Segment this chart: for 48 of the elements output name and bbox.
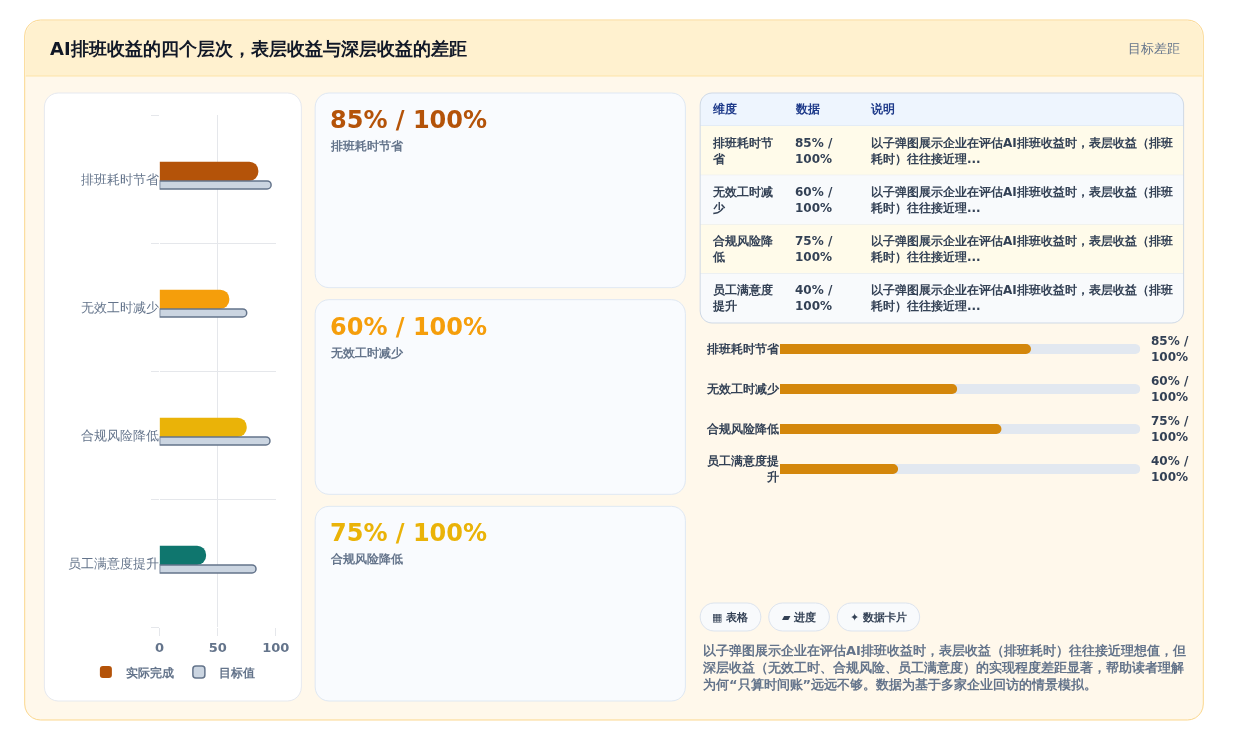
text: 以子弹图展示企业在评估AI排班收益时，表层收益（排班耗时）往往接近理... <box>871 234 1173 264</box>
text: 60% / 100% <box>795 185 833 215</box>
text: 75% / 100% <box>795 234 833 264</box>
data-label: 75% / 100% <box>1151 414 1189 444</box>
bar <box>159 180 272 190</box>
y-tick-label: 合规风险降低 <box>705 422 779 437</box>
bar <box>159 564 257 574</box>
category-label: ✦ 数据卡片 <box>850 611 908 624</box>
category-label: 维度 <box>712 102 737 116</box>
category-label: ▦ 表格 <box>712 611 750 624</box>
y-tick-label: 员工满意度提升 <box>67 555 159 571</box>
x-tick-label: 50 <box>208 639 227 655</box>
text: 以子弹图展示企业在评估AI排班收益时，表层收益（排班耗时）往往接近理... <box>871 283 1173 313</box>
x-tick-label: 0 <box>155 639 165 655</box>
bar <box>159 545 207 565</box>
bar <box>159 436 271 446</box>
text: 85% / 100% <box>330 106 488 134</box>
bar <box>159 161 259 181</box>
legend-label: 实际完成 <box>125 665 174 680</box>
bar <box>159 289 230 309</box>
data-label: 85% / 100% <box>1151 334 1189 364</box>
x-tick-label: 100 <box>262 639 290 655</box>
y-tick-label: 无效工时减少 <box>705 382 780 397</box>
text: 85% / 100% <box>795 136 833 166</box>
y-tick-label: 排班耗时节省 <box>80 171 159 187</box>
legend-label: 目标值 <box>218 665 255 680</box>
data-label: 60% / 100% <box>1151 374 1189 404</box>
text: 以子弹图展示企业在评估AI排班收益时，表层收益（排班耗时）往往接近理... <box>871 136 1173 166</box>
category-label: 说明 <box>870 102 895 116</box>
bar <box>159 308 248 318</box>
text: 60% / 100% <box>330 313 488 341</box>
category-label: 数据 <box>795 102 820 116</box>
y-tick-label: 无效工时减少 <box>80 299 159 315</box>
text: 以子弹图展示企业在评估AI排班收益时，表层收益（排班耗时）往往接近理想值，但深层收益（无效工时、合规风险、员工满意度）的实现程度差距显著，帮助读者理解为何“只算时间账”远远不够。数据为基于多家企业回访的情景模拟。 <box>702 643 1186 692</box>
bar <box>159 417 247 437</box>
text: 目标差距 <box>1128 41 1180 56</box>
chart-title: AI排班收益的四个层次，表层收益与深层收益的差距 <box>50 38 467 59</box>
category-label: 合规风险降低 <box>330 552 403 566</box>
category-label: 排班耗时节省 <box>330 139 404 153</box>
y-tick-label: 排班耗时节省 <box>705 342 780 357</box>
text: 75% / 100% <box>330 519 488 547</box>
text: 40% / 100% <box>795 283 833 313</box>
data-label: 40% / 100% <box>1151 454 1189 484</box>
category-label: 无效工时减少 <box>330 346 404 360</box>
text: 以子弹图展示企业在评估AI排班收益时，表层收益（排班耗时）往往接近理... <box>871 185 1173 215</box>
y-tick-label: 员工满意度提升 <box>706 454 779 484</box>
category-label: ▰ 进度 <box>782 611 817 624</box>
y-tick-label: 合规风险降低 <box>80 427 159 443</box>
